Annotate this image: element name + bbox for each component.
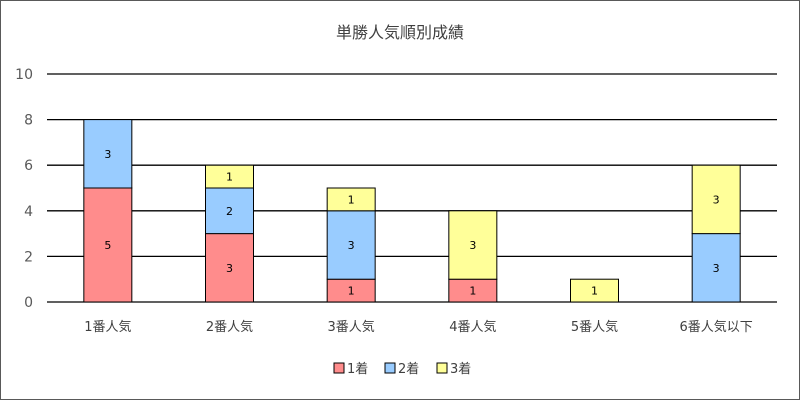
data-label: 3 bbox=[713, 193, 720, 206]
bar-segment bbox=[691, 164, 741, 235]
bar-segment bbox=[326, 210, 376, 280]
data-label: 3 bbox=[713, 262, 720, 275]
bar-segment bbox=[570, 278, 619, 303]
bar-segment bbox=[205, 164, 254, 189]
x-tick-label: 4番人気 bbox=[449, 319, 496, 335]
bar-segment bbox=[83, 187, 133, 303]
chart-title: 単勝人気順別成績 bbox=[336, 23, 464, 42]
y-tick-label: 0 bbox=[24, 295, 33, 311]
data-label: 3 bbox=[226, 262, 233, 275]
data-label: 3 bbox=[104, 148, 111, 161]
legend-label: 2着 bbox=[398, 361, 419, 377]
legend-label: 3着 bbox=[450, 361, 471, 377]
legend: 1着 2着 3着 bbox=[333, 361, 471, 377]
y-tick-label: 10 bbox=[15, 67, 33, 83]
y-axis: 0 2 4 6 8 10 bbox=[15, 67, 33, 311]
x-tick-label: 2番人気 bbox=[206, 319, 253, 335]
gridlines bbox=[47, 73, 777, 303]
bar-segment bbox=[205, 187, 254, 235]
bar-segment bbox=[691, 233, 741, 303]
x-tick-label: 6番人気以下 bbox=[680, 319, 753, 335]
bar-segment bbox=[205, 233, 254, 303]
data-label: 3 bbox=[348, 239, 355, 252]
data-label: 1 bbox=[348, 193, 355, 206]
y-tick-label: 2 bbox=[24, 249, 33, 265]
x-tick-label: 3番人気 bbox=[328, 319, 375, 335]
bar-segment bbox=[448, 210, 498, 280]
legend-label: 1着 bbox=[347, 361, 368, 377]
data-label: 2 bbox=[226, 205, 233, 218]
data-label: 5 bbox=[104, 239, 111, 252]
x-axis: 1番人気 2番人気 3番人気 4番人気 5番人気 6番人気以下 bbox=[84, 319, 753, 335]
y-tick-label: 8 bbox=[24, 113, 33, 129]
y-tick-label: 6 bbox=[24, 158, 33, 174]
data-label: 1 bbox=[469, 285, 476, 298]
legend-swatch bbox=[436, 362, 448, 374]
data-label: 1 bbox=[591, 285, 598, 298]
legend-swatch bbox=[333, 362, 345, 374]
x-tick-label: 1番人気 bbox=[84, 319, 131, 335]
bar-segment bbox=[326, 187, 376, 212]
data-label: 1 bbox=[348, 285, 355, 298]
x-tick-label: 5番人気 bbox=[571, 319, 618, 335]
legend-swatch bbox=[384, 362, 396, 374]
y-tick-label: 4 bbox=[24, 204, 33, 220]
bars: 5 3 3 2 1 1 3 1 1 3 1 3 3 bbox=[83, 119, 741, 303]
bar-segment bbox=[83, 119, 133, 189]
data-label: 1 bbox=[226, 171, 233, 184]
data-label: 3 bbox=[469, 239, 476, 252]
